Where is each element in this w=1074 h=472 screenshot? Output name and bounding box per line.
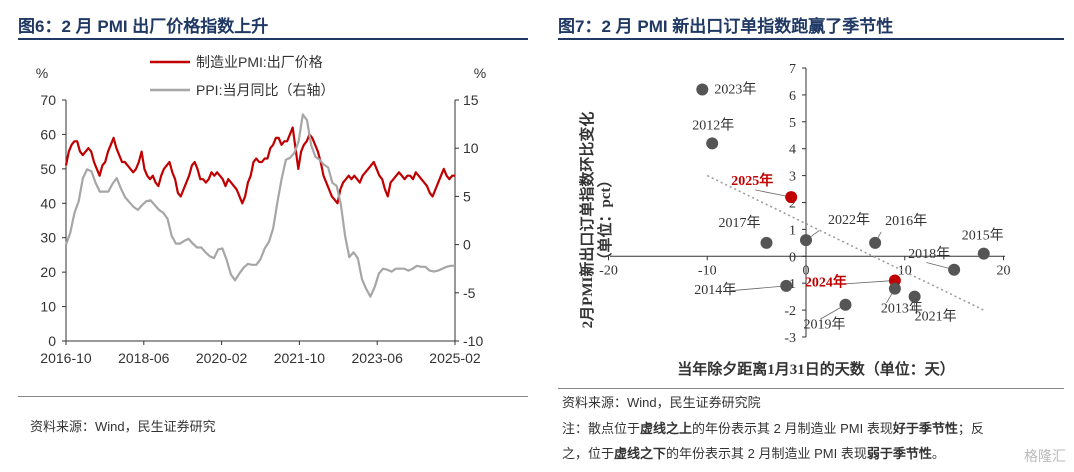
left-y-tick-label: 30: [40, 230, 56, 246]
left-y-tick-label: 10: [40, 299, 56, 315]
scatter-y-tick-label: 1: [789, 223, 796, 238]
scatter-point-2023年: [696, 83, 709, 96]
x-tick-label: 2016-10: [40, 350, 92, 366]
x-tick-label: 2023-06: [352, 350, 404, 366]
scatter-y-tick-label: 3: [789, 170, 796, 185]
scatter-x-tick-label: 0: [803, 263, 810, 278]
right-source-rule: [558, 388, 1064, 389]
legend-label-2: PPI:当月同比（右轴）: [196, 82, 334, 98]
scatter-point-2017年: [760, 236, 773, 249]
left-y-tick-label: 20: [40, 264, 56, 280]
left-y-tick-label: 40: [40, 195, 56, 211]
scatter-point-2014年: [780, 279, 793, 292]
scatter-y-tick-label: -2: [784, 304, 796, 319]
right-y-tick-label: 5: [463, 188, 471, 204]
scatter-x-tick-label: 20: [997, 263, 1011, 278]
left-source-rule: [18, 396, 528, 397]
point-label: 2021年: [915, 309, 957, 325]
series-line-1: [64, 126, 455, 205]
scatter-x-axis-title: 当年除夕距离1月31日的天数（单位：天）: [677, 360, 955, 378]
x-tick-label: 2025-02: [429, 350, 481, 366]
point-label: 2019年: [804, 317, 846, 333]
scatter-point-2021年: [908, 290, 921, 303]
right-y-unit: %: [474, 65, 486, 81]
scatter-point-2013年: [888, 282, 901, 295]
point-label: 2013年: [881, 301, 923, 317]
scatter-y-tick-label: 6: [789, 89, 796, 104]
point-leader-line: [755, 189, 792, 198]
scatter-y-tick-label: 2: [789, 197, 796, 212]
left-y-unit: %: [36, 65, 48, 81]
x-tick-label: 2021-10: [274, 350, 326, 366]
left-title-rule: [18, 38, 528, 40]
scatter-y-axis-title: 2月PMI新出口订单指数环比变化 （单位：pct）: [578, 112, 614, 329]
scatter-y-tick-label: 4: [789, 143, 796, 158]
scatter-point-2012年: [706, 137, 719, 150]
scatter-point-2019年: [839, 298, 852, 311]
scatter-y-tick-label: 0: [789, 250, 796, 265]
left-y-tick-label: 50: [40, 161, 56, 177]
right-y-tick-label: 0: [463, 237, 471, 253]
scatter-point-2018年: [948, 263, 961, 276]
point-label: 2022年: [828, 212, 870, 228]
legend-label-1: 制造业PMI:出厂价格: [196, 54, 323, 70]
scatter-x-tick-label: -10: [698, 263, 717, 278]
scatter-y-tick-label: 7: [789, 62, 796, 77]
point-label: 2023年: [714, 82, 756, 98]
x-tick-label: 2018-06: [118, 350, 170, 366]
point-label: 2014年: [694, 282, 736, 298]
scatter-y-tick-label: 5: [789, 116, 796, 131]
point-label: 2024年: [805, 274, 847, 291]
scatter-point-2025年: [785, 191, 798, 204]
scatter-y-tick-label: -3: [784, 331, 796, 346]
point-label: 2015年: [962, 228, 1004, 244]
point-label: 2017年: [719, 215, 761, 231]
x-tick-label: 2020-02: [196, 350, 248, 366]
point-label: 2025年: [731, 172, 773, 189]
right-note-line2: 之，位于虚线之下的年份表示其 2 月制造业 PMI 表现弱于季节性。: [562, 446, 945, 461]
right-y-tick-label: -5: [463, 285, 476, 301]
right-source: 资料来源：Wind，民生证券研究院: [562, 395, 761, 410]
right-chart-title: 图7：2 月 PMI 新出口订单指数跑赢了季节性: [558, 17, 894, 36]
left-y-tick-label: 0: [48, 333, 56, 349]
point-label: 2012年: [692, 117, 734, 133]
right-y-tick-label: 10: [463, 140, 479, 156]
point-leader-line: [840, 280, 895, 285]
scatter-point-2016年: [869, 236, 882, 249]
series-line-2: [64, 113, 455, 298]
right-title-rule: [558, 38, 1064, 40]
scatter-x-tick-label: 10: [898, 263, 912, 278]
left-chart-title: 图6：2 月 PMI 出厂价格指数上升: [18, 17, 269, 36]
scatter-point-2015年: [977, 247, 990, 260]
point-label: 2018年: [908, 246, 950, 262]
right-note-line1: 注：散点位于虚线之上的年份表示其 2 月制造业 PMI 表现好于季节性；反: [562, 421, 984, 436]
scatter-point-2022年: [800, 234, 812, 247]
left-y-tick-label: 70: [40, 92, 56, 108]
watermark-logo: 格隆汇: [1024, 448, 1066, 464]
point-leader-line: [731, 285, 787, 292]
left-source: 资料来源：Wind，民生证券研究: [30, 419, 216, 434]
point-label: 2016年: [885, 213, 927, 229]
right-y-tick-label: 15: [463, 92, 479, 108]
scatter-x-tick-label: -20: [599, 263, 618, 278]
right-y-tick-label: -10: [463, 333, 483, 349]
left-y-tick-label: 60: [40, 126, 56, 142]
seasonal-trend-line: [706, 174, 985, 311]
